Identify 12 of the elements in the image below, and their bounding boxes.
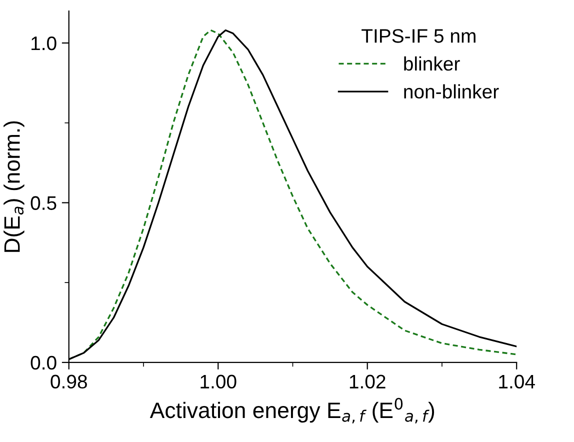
x-tick-label: 1.02 bbox=[350, 374, 386, 389]
y-tick-label: 0.5 bbox=[30, 196, 56, 210]
x-axis-title: Activation energy E$_{a,f}$ (E$^{0}$$_{a,f}$) bbox=[150, 398, 434, 424]
legend-title: TIPS-IF 5 nm bbox=[362, 29, 476, 43]
x-tick-label: 1.04 bbox=[499, 374, 535, 389]
y-axis-title: D(E$_{a}$) (norm.) bbox=[4, 121, 24, 252]
x-tick-label: 0.98 bbox=[50, 374, 87, 389]
y-tick-label: 0.0 bbox=[30, 356, 56, 370]
legend-label: non-blinker bbox=[404, 84, 499, 99]
legend-label: blinker bbox=[404, 56, 460, 71]
x-tick-label: 1.00 bbox=[200, 374, 236, 389]
y-tick-label: 1.0 bbox=[32, 36, 56, 50]
